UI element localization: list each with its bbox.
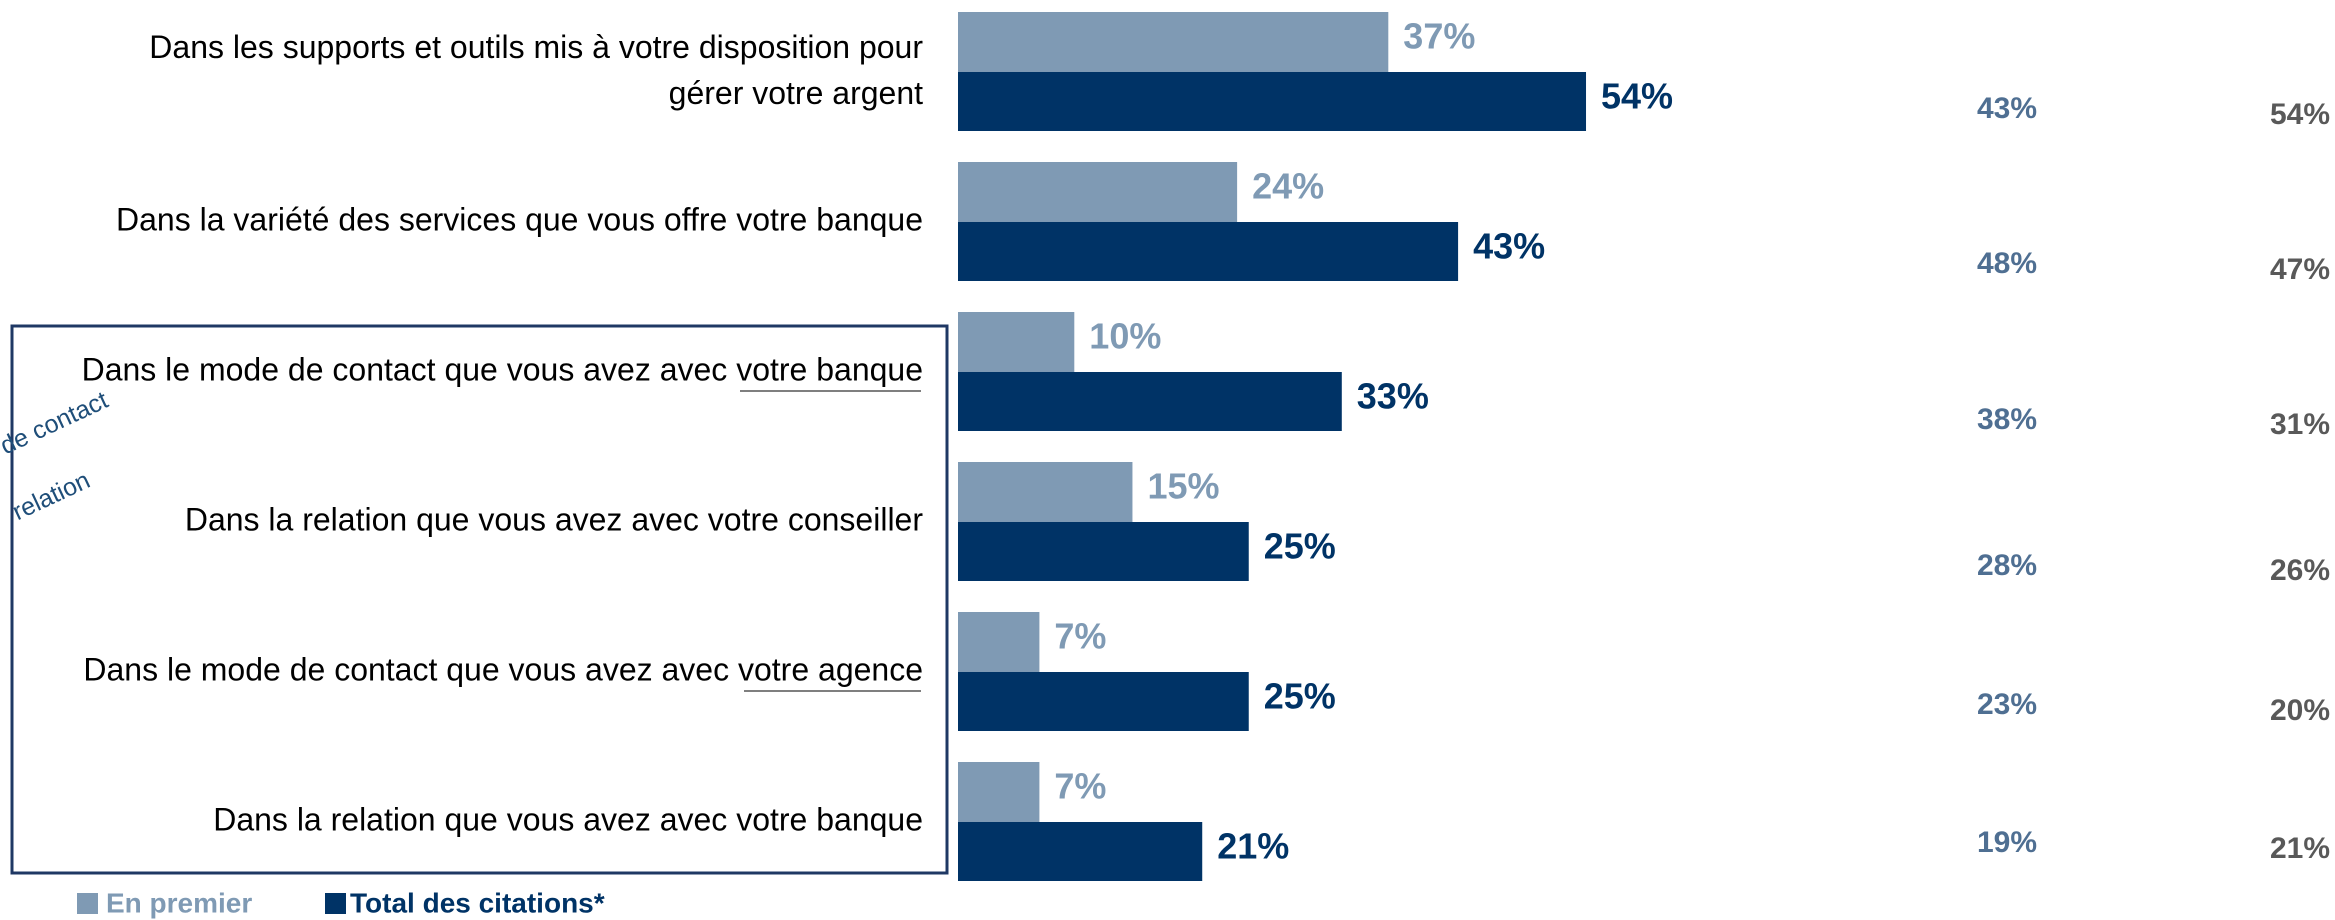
data-label: 10% xyxy=(1089,316,1161,357)
column-value: 47% xyxy=(2270,253,2330,286)
category-label: Dans les supports et outils mis à votre … xyxy=(149,29,923,111)
bar xyxy=(958,762,1040,822)
bar xyxy=(958,462,1133,522)
column-value: 43% xyxy=(1977,92,2037,125)
bar xyxy=(958,672,1249,731)
bar xyxy=(958,612,1040,672)
column-value: 54% xyxy=(2270,98,2330,131)
column-value: 21% xyxy=(2270,832,2330,865)
data-label: 7% xyxy=(1054,616,1106,657)
bar xyxy=(958,72,1587,131)
annotation: de contact xyxy=(0,386,112,460)
bar xyxy=(958,222,1459,281)
column-value: 38% xyxy=(1977,403,2037,436)
category-label: Dans la variété des services que vous of… xyxy=(116,201,923,237)
data-label: 25% xyxy=(1264,526,1336,567)
legend-label: En premier xyxy=(106,887,252,918)
bar xyxy=(958,522,1249,581)
annotation-group: de contact xyxy=(0,386,112,460)
data-label: 25% xyxy=(1264,676,1336,717)
column-value: 31% xyxy=(2270,408,2330,441)
bar xyxy=(958,822,1203,881)
data-label: 33% xyxy=(1357,376,1429,417)
column-value: 20% xyxy=(2270,694,2330,727)
annotation-group: relation xyxy=(8,466,94,526)
legend-label: Total des citations* xyxy=(350,887,605,918)
group-box xyxy=(10,324,949,875)
legend-swatch xyxy=(77,893,98,914)
legend-swatch xyxy=(325,893,346,914)
column-value: 48% xyxy=(1977,247,2037,280)
data-label: 37% xyxy=(1403,16,1475,57)
annotation: relation xyxy=(8,466,94,526)
column-value: 19% xyxy=(1977,826,2037,859)
bar xyxy=(958,162,1238,222)
category-label: Dans le mode de contact que vous avez av… xyxy=(83,651,923,687)
data-label: 15% xyxy=(1147,466,1219,507)
data-label: 21% xyxy=(1217,826,1289,867)
category-label: Dans la relation que vous avez avec votr… xyxy=(213,801,923,837)
data-label: 43% xyxy=(1473,226,1545,267)
bar xyxy=(958,372,1342,431)
category-label: Dans la relation que vous avez avec votr… xyxy=(185,501,924,537)
data-label: 7% xyxy=(1054,766,1106,807)
bar xyxy=(958,12,1389,72)
data-label: 54% xyxy=(1601,76,1673,117)
bar xyxy=(958,312,1075,372)
data-label: 24% xyxy=(1252,166,1324,207)
column-value: 26% xyxy=(2270,554,2330,587)
column-value: 28% xyxy=(1977,549,2037,582)
column-value: 23% xyxy=(1977,688,2037,721)
category-label: Dans le mode de contact que vous avez av… xyxy=(82,351,923,387)
